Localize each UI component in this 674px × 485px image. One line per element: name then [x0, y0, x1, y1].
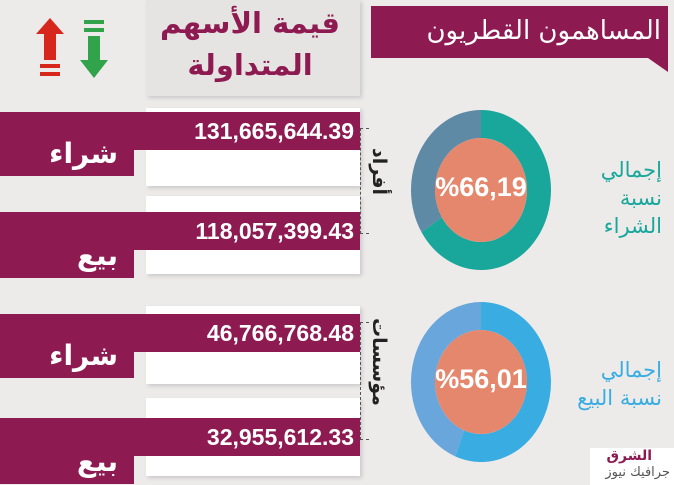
label-tab	[0, 334, 134, 378]
transaction-label: شراء	[49, 137, 118, 170]
logo-text-top: الشرق	[606, 448, 652, 464]
group-bracket	[360, 128, 369, 234]
donut-slice	[455, 302, 551, 462]
values-header-title: قيمة الأسهم المتداولة	[160, 6, 340, 82]
up-down-arrows-icon	[36, 18, 108, 78]
logo-text-bottom: جرافيك نيوز	[605, 465, 670, 480]
donut-caption-line1: إجمالي	[600, 158, 662, 182]
donut-caption-line1: إجمالي	[600, 358, 662, 382]
donut-slice	[411, 110, 481, 233]
arrow-up-icon	[36, 18, 64, 76]
arrow-down-icon	[80, 20, 108, 78]
transaction-label: بيع	[76, 239, 118, 272]
donut-caption: إجمالي نسبة البيع	[556, 356, 662, 412]
title-banner	[371, 6, 668, 58]
label-tab	[0, 132, 134, 176]
donut-center-label: %66,19	[435, 172, 527, 202]
donut-caption-line2: نسبة البيع	[577, 386, 662, 410]
label-tab	[0, 440, 134, 484]
donut-caption-line2: نسبة الشراء	[603, 186, 662, 238]
donut-center	[435, 330, 527, 434]
group-label-individuals: أفراد	[368, 148, 390, 196]
donut-center	[435, 138, 527, 242]
group-label-institutions: مؤسسات	[368, 318, 390, 406]
value-amount: 46,766,768.48	[206, 320, 354, 346]
donut-slice	[421, 110, 551, 270]
donut-center-label: %56,01	[435, 364, 527, 394]
donut-chart-buy	[411, 110, 551, 270]
transaction-label: بيع	[76, 445, 118, 478]
title-banner-notch	[648, 58, 668, 72]
values-header-panel	[146, 0, 360, 96]
donut-slice	[411, 302, 481, 457]
value-amount: 131,665,644.39	[194, 118, 354, 144]
page-title: المساهمون القطريون	[426, 16, 661, 46]
label-tab	[0, 234, 134, 278]
transaction-label: شراء	[49, 339, 118, 372]
value-amount: 118,057,399.43	[195, 218, 354, 244]
donut-chart-sell	[411, 302, 551, 462]
logo-box	[590, 448, 674, 485]
value-amount: 32,955,612.33	[206, 424, 354, 450]
group-bracket	[360, 322, 369, 440]
donut-caption: إجمالي نسبة الشراء	[556, 156, 662, 240]
